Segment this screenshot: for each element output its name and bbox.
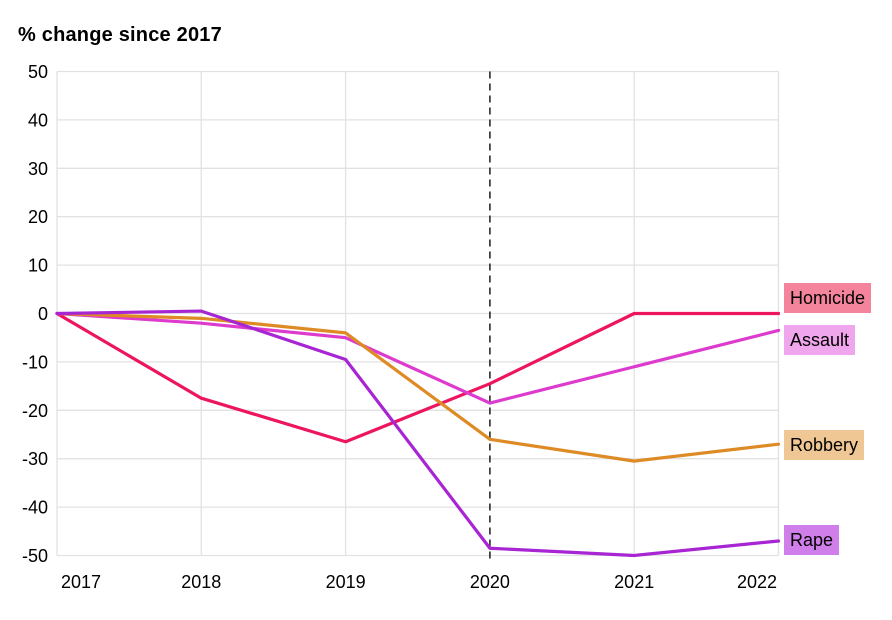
series-line-homicide <box>55 311 781 444</box>
x-tick-label: 2020 <box>470 572 510 592</box>
y-tick-label: 40 <box>28 110 48 130</box>
x-tick-label: 2019 <box>326 572 366 592</box>
y-tick-label: 50 <box>28 62 48 82</box>
series-line-robbery <box>55 311 781 463</box>
x-tick-label: 2021 <box>614 572 654 592</box>
y-tick-label: 20 <box>28 207 48 227</box>
series-label-rape: Rape <box>784 525 840 555</box>
series-label-assault: Assault <box>784 325 856 355</box>
x-tick-label: 2022 <box>737 572 777 592</box>
y-tick-label: 0 <box>38 304 48 324</box>
series-line-assault <box>55 311 781 405</box>
y-tick-label: -50 <box>22 546 48 566</box>
series-line-rape <box>55 309 781 558</box>
y-tick-label: 30 <box>28 159 48 179</box>
series-label-homicide: Homicide <box>784 283 872 313</box>
y-tick-label: -30 <box>22 449 48 469</box>
series-label-robbery: Robbery <box>784 430 865 460</box>
x-tick-label: 2018 <box>181 572 221 592</box>
y-tick-label: -10 <box>22 352 48 372</box>
x-tick-label: 2017 <box>61 572 101 592</box>
y-tick-label: 10 <box>28 256 48 276</box>
y-tick-label: -20 <box>22 401 48 421</box>
chart-title: % change since 2017 <box>18 24 222 46</box>
y-tick-label: -40 <box>22 498 48 518</box>
